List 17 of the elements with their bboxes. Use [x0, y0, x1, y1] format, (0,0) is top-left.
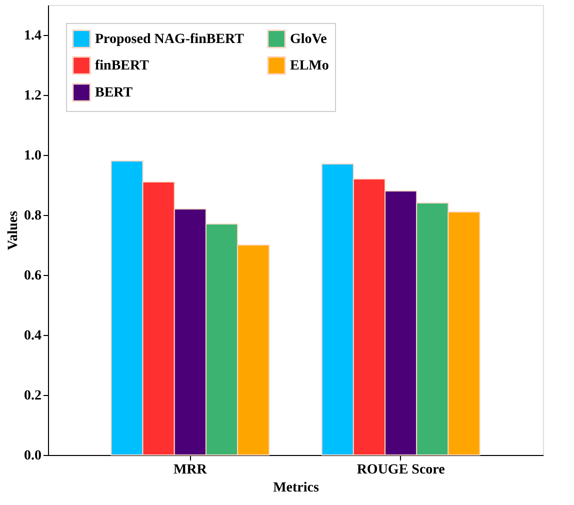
- y-tick-label: 0.4: [24, 328, 42, 344]
- y-tick-label: 1.0: [24, 148, 42, 164]
- legend-label: GloVe: [290, 32, 327, 47]
- y-tick-label: 0.2: [24, 388, 42, 404]
- legend-label: BERT: [95, 86, 134, 100]
- y-tick-label: 0.6: [24, 268, 42, 284]
- y-tick-label: 0.8: [24, 208, 42, 224]
- y-tick-label: 1.4: [24, 28, 42, 44]
- y-tick-label: 1.2: [24, 88, 42, 104]
- y-axis-title: Values: [6, 210, 21, 250]
- y-tick-label: 0.0: [24, 448, 42, 464]
- x-axis-title: Metrics: [273, 480, 320, 496]
- x-tick-label: ROUGE Score: [356, 462, 445, 478]
- legend-label: Proposed NAG-finBERT: [95, 32, 245, 47]
- x-tick-label: MRR: [173, 462, 208, 478]
- legend-label: finBERT: [95, 58, 150, 74]
- legend-label: ELMo: [290, 58, 329, 74]
